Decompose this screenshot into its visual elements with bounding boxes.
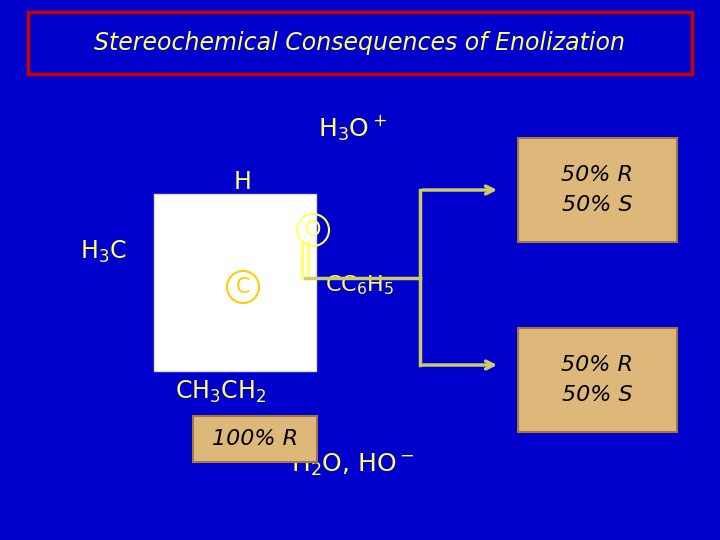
Text: CC$_6$H$_5$: CC$_6$H$_5$: [325, 273, 395, 297]
FancyBboxPatch shape: [518, 138, 677, 242]
Text: O: O: [305, 220, 321, 240]
Text: 100% R: 100% R: [212, 429, 298, 449]
Text: Stereochemical Consequences of Enolization: Stereochemical Consequences of Enolizati…: [94, 31, 626, 55]
Text: C: C: [235, 277, 251, 297]
Text: H: H: [234, 170, 252, 194]
FancyBboxPatch shape: [193, 416, 317, 462]
Text: H$_3$C: H$_3$C: [80, 239, 127, 265]
FancyBboxPatch shape: [518, 328, 677, 432]
Text: 50% R
50% S: 50% R 50% S: [561, 165, 633, 215]
FancyBboxPatch shape: [28, 12, 692, 74]
Text: H$_3$O$^+$: H$_3$O$^+$: [318, 114, 387, 143]
FancyBboxPatch shape: [154, 194, 316, 371]
Text: CH$_3$CH$_2$: CH$_3$CH$_2$: [175, 379, 266, 405]
Text: H$_2$O, HO$^-$: H$_2$O, HO$^-$: [291, 451, 415, 478]
Text: 50% R
50% S: 50% R 50% S: [561, 355, 633, 405]
